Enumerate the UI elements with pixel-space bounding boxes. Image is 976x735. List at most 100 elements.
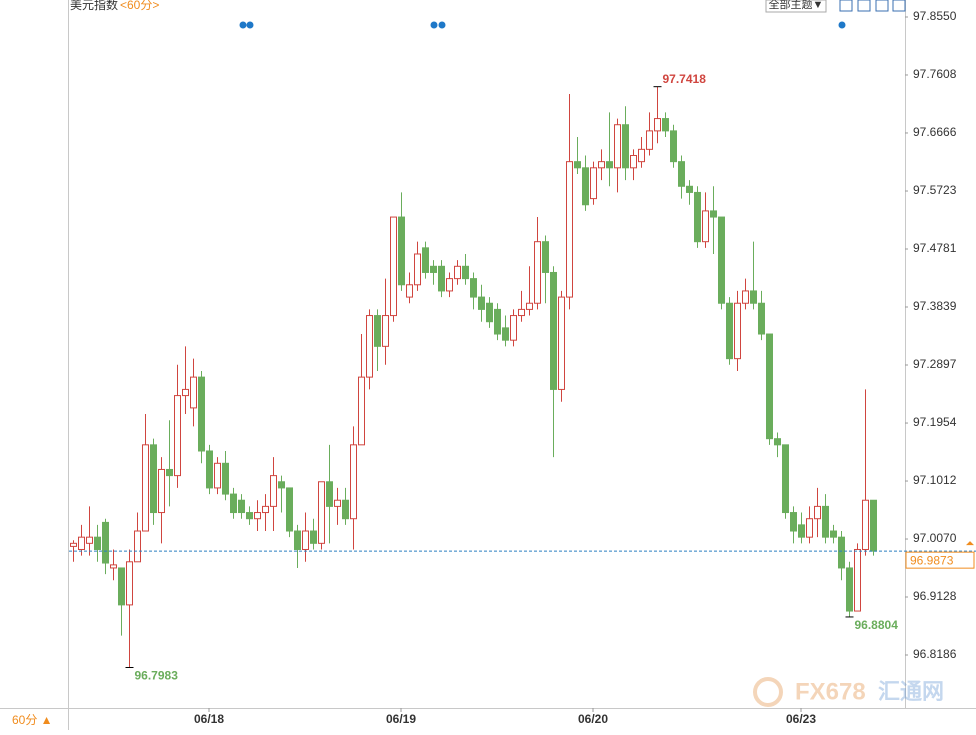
candle-body <box>566 161 573 298</box>
candle-body <box>350 444 357 520</box>
candle-body <box>438 265 445 292</box>
candle-body <box>614 124 621 169</box>
candle-body <box>806 518 813 538</box>
candle-body <box>310 530 317 544</box>
watermark-site: 汇通网 <box>878 679 944 704</box>
candle-body <box>118 567 125 606</box>
candle-body <box>606 161 613 169</box>
candle-body <box>318 481 325 544</box>
candle-body <box>694 191 701 243</box>
candle-body <box>542 241 549 273</box>
candle-body <box>726 302 733 360</box>
y-tick-label: 97.3839 <box>913 299 957 313</box>
candle-body <box>246 512 253 520</box>
y-tick-label: 97.0070 <box>913 531 957 545</box>
candle-body <box>174 395 181 477</box>
y-tick-label: 97.6666 <box>913 125 957 139</box>
candle-body <box>470 278 477 298</box>
tool-icon[interactable] <box>892 0 906 12</box>
candle-body <box>406 284 413 298</box>
candle-body <box>94 536 101 550</box>
candle-body <box>758 302 765 335</box>
candle-body <box>214 462 221 489</box>
candle-body <box>382 315 389 347</box>
y-tick-label: 97.8550 <box>913 9 957 23</box>
candle-body <box>638 148 645 163</box>
candle-body <box>630 155 637 169</box>
candle-body <box>526 302 533 310</box>
tool-icon[interactable] <box>875 0 889 12</box>
candle-body <box>454 265 461 280</box>
candle-body <box>358 376 365 446</box>
candle-body <box>158 468 165 514</box>
candle-body <box>646 130 653 150</box>
extreme-label: 97.7418 <box>663 72 707 86</box>
chart-title: 美元指数 <box>70 0 118 12</box>
y-tick-label: 97.1012 <box>913 473 957 487</box>
period-button[interactable]: 60分 ▲ <box>12 713 53 727</box>
candle-body <box>838 536 845 569</box>
y-tick-label: 96.9128 <box>913 589 957 603</box>
candle-body <box>510 315 517 341</box>
event-dot[interactable] <box>430 21 438 29</box>
candle-body <box>590 167 597 200</box>
candle-body <box>334 499 341 507</box>
candle-body <box>230 493 237 514</box>
extreme-label: 96.8804 <box>855 618 899 632</box>
event-dot[interactable] <box>838 21 846 29</box>
theme-button[interactable] <box>765 0 827 13</box>
event-dot[interactable] <box>239 21 247 29</box>
candle-body <box>110 564 117 569</box>
candle-body <box>534 241 541 304</box>
candle-body <box>718 216 725 304</box>
candle-body <box>798 524 805 538</box>
candle-body <box>430 265 437 273</box>
watermark-brand: FX678 <box>795 678 866 705</box>
y-tick-label: 97.1954 <box>913 415 957 429</box>
candle-body <box>270 475 277 507</box>
price-box <box>905 551 975 569</box>
candle-body <box>622 124 629 169</box>
candle-body <box>710 210 717 218</box>
candle-body <box>782 444 789 514</box>
candle-body <box>414 253 421 286</box>
extreme-label: 96.7983 <box>135 669 179 683</box>
candle-body <box>102 521 109 564</box>
candle-body <box>702 210 709 243</box>
candle-body <box>654 118 661 132</box>
candle-body <box>222 462 229 495</box>
candle-body <box>342 499 349 520</box>
watermark-logo <box>753 677 783 707</box>
candle-body <box>742 290 749 304</box>
y-tick-label: 97.2897 <box>913 357 957 371</box>
candle-body <box>166 468 173 477</box>
candle-body <box>446 278 453 292</box>
candle-body <box>302 530 309 550</box>
candle-body <box>734 302 741 360</box>
candle-body <box>814 505 821 520</box>
candle-body <box>494 308 501 335</box>
candle-body <box>78 536 85 550</box>
candle-body <box>678 161 685 187</box>
candle-body <box>182 388 189 397</box>
candle-body <box>142 444 149 532</box>
candle-body <box>854 548 861 612</box>
candle-body <box>822 505 829 538</box>
y-tick-label: 97.7608 <box>913 67 957 81</box>
candle-body <box>870 499 877 552</box>
tool-icon[interactable] <box>839 0 853 12</box>
candle-body <box>366 315 373 378</box>
event-dot[interactable] <box>246 21 254 29</box>
candle-body <box>206 450 213 489</box>
tool-icons <box>839 0 906 12</box>
event-dot[interactable] <box>438 21 446 29</box>
candle-body <box>766 333 773 440</box>
tool-icon[interactable] <box>857 0 871 12</box>
theme-button-label[interactable]: 全部主题▼ <box>769 0 824 11</box>
candle-body <box>126 561 133 606</box>
candle-body <box>574 161 581 169</box>
candle-body <box>86 536 93 544</box>
candle-body <box>846 567 853 612</box>
